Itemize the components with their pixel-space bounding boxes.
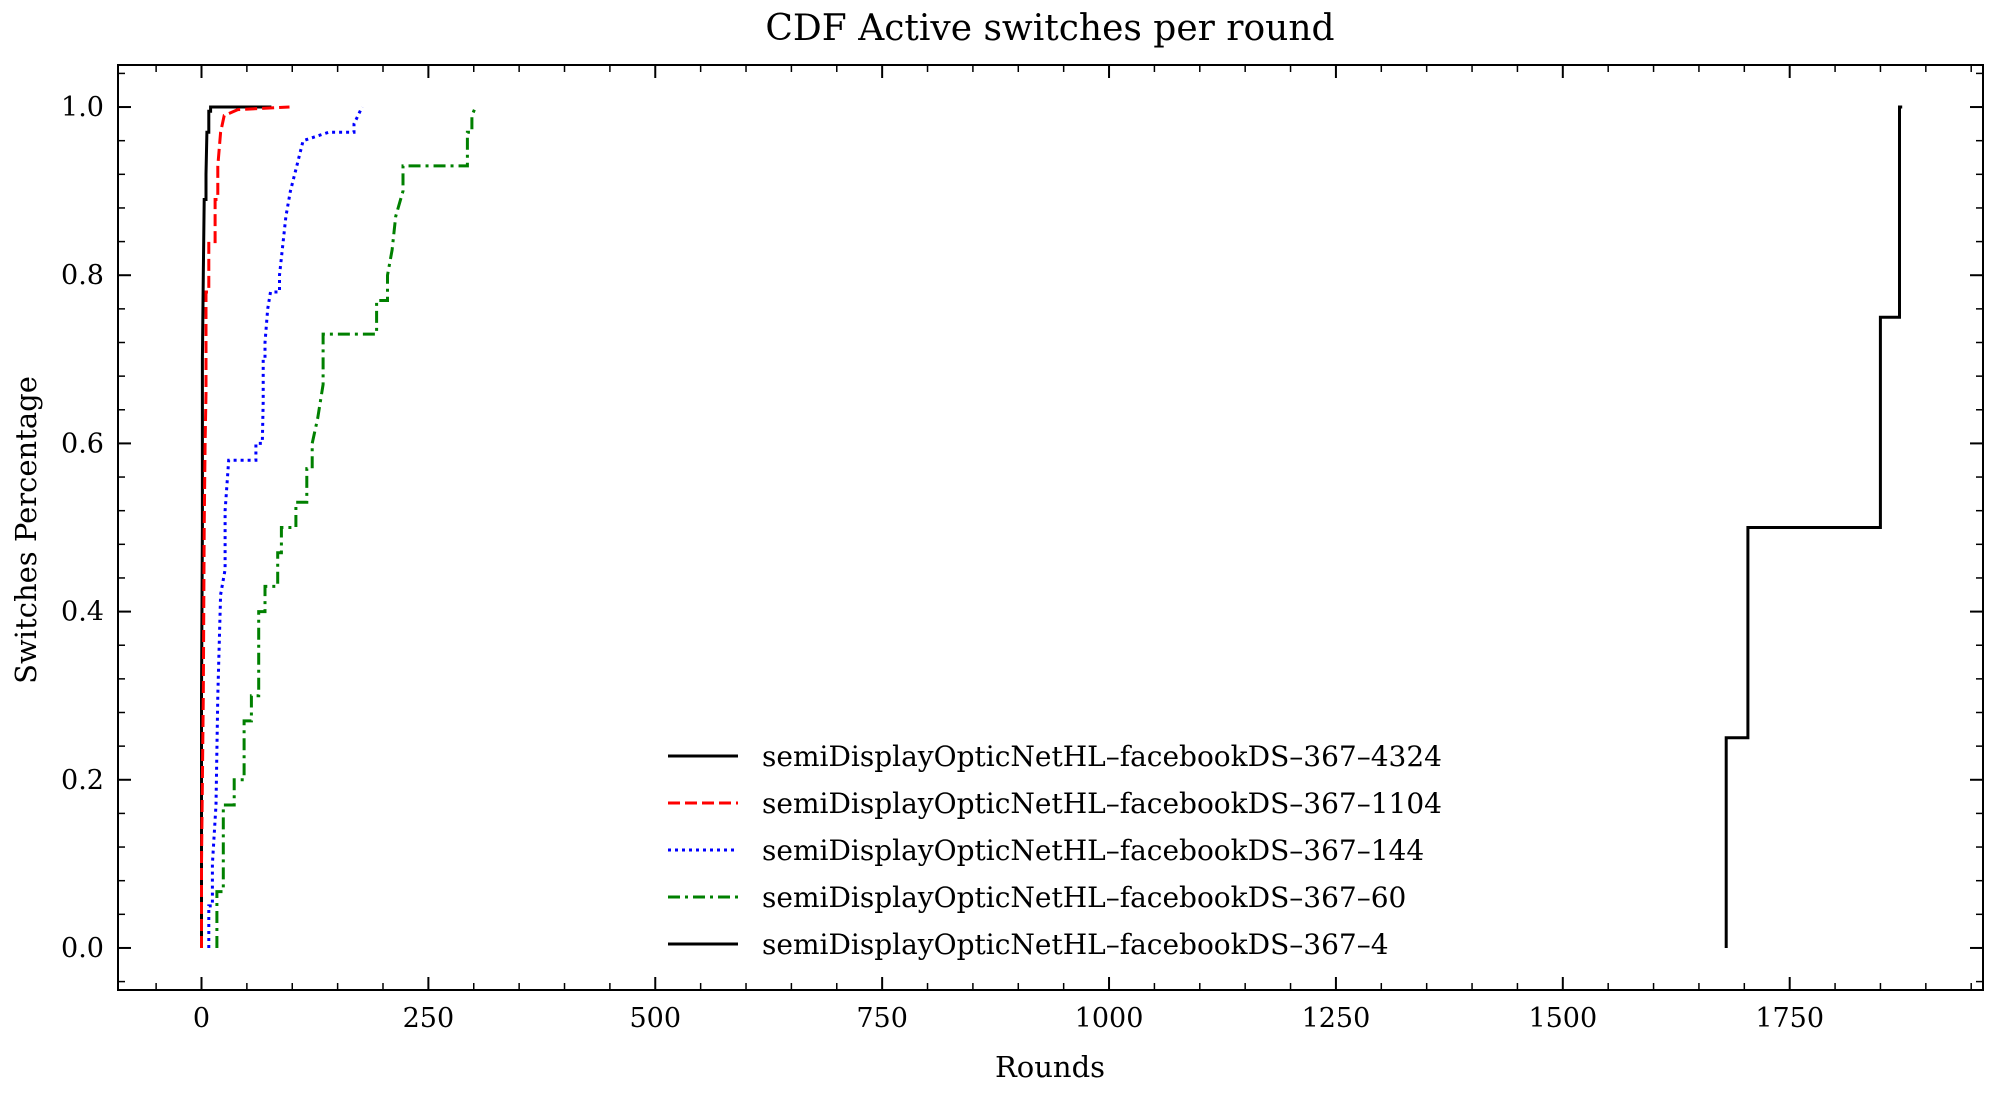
y-tick-label: 0.0 [61,933,104,964]
series-line-1 [200,105,272,948]
legend-label-2: semiDisplayOpticNetHL–facebookDS–367–110… [762,787,1442,820]
x-tick-label: 500 [629,1003,681,1034]
x-tick-label: 250 [403,1003,455,1034]
x-tick-label: 1250 [1302,1003,1371,1034]
legend: semiDisplayOpticNetHL–facebookDS–367–432… [668,740,1442,961]
y-tick-label: 0.2 [61,765,104,796]
x-axis-label: Rounds [995,1050,1105,1084]
plot-frame [117,64,1984,991]
chart-title: CDF Active switches per round [765,8,1334,49]
y-tick-label: 0.6 [61,428,104,459]
x-tick-label: 1750 [1755,1003,1824,1034]
series-line-2 [200,105,290,948]
y-tick-label: 0.4 [61,597,104,628]
series-line-5 [1724,105,1903,948]
legend-label-3: semiDisplayOpticNetHL–facebookDS–367–144 [762,834,1424,867]
series-line-3 [207,106,364,948]
legend-label-4: semiDisplayOpticNetHL–facebookDS–367–60 [762,881,1406,914]
legend-label-5: semiDisplayOpticNetHL–facebookDS–367–4 [762,928,1389,961]
series-line-4 [215,106,477,948]
y-axis-label: Switches Percentage [9,376,43,684]
x-tick-label: 750 [856,1003,908,1034]
ticks-group: 0 250 500 750 1000 1250 1500 1750 0.0 0.2 0.4 0.6 0.… [61,65,1983,1034]
y-tick-label: 0.8 [61,260,104,291]
legend-label-1: semiDisplayOpticNetHL–facebookDS–367–432… [762,740,1442,773]
x-tick-label: 0 [193,1003,210,1034]
x-tick-label: 1000 [1075,1003,1144,1034]
x-tick-label: 1500 [1528,1003,1597,1034]
series-group [200,105,1903,948]
y-tick-label: 1.0 [61,92,104,123]
